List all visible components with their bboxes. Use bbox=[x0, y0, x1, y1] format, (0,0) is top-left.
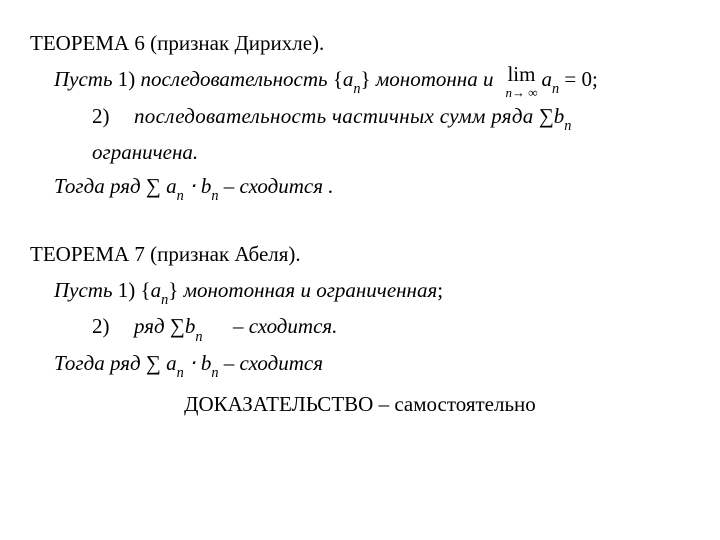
limit-rhs: an = 0; bbox=[542, 64, 598, 99]
theorem7-premise1: Пусть 1) {an} монотонная и ограниченная; bbox=[30, 275, 690, 310]
theorem7-conclusion: Тогда ряд ∑ an ⋅ bn – сходится bbox=[30, 348, 690, 383]
proof-note: ДОКАЗАТЕЛЬСТВО – самостоятельно bbox=[30, 389, 690, 421]
theorem6-title: ТЕОРЕМА 6 (признак Дирихле). bbox=[30, 28, 690, 60]
theorem6-conclusion: Тогда ряд ∑ an ⋅ bn – сходится . bbox=[30, 171, 690, 206]
theorem7-premise2: 2) ряд ∑bn – сходится. bbox=[30, 311, 690, 346]
theorem6-premise2-line2: ограничена. bbox=[30, 137, 690, 169]
theorem7-title: ТЕОРЕМА 7 (признак Абеля). bbox=[30, 239, 690, 271]
limit-expression: lim n→ ∞ bbox=[505, 64, 537, 99]
t6-p1-text: Пусть 1) последовательность {an} монотон… bbox=[54, 64, 493, 99]
theorem6-premise2-line1: 2) последовательность частичных сумм ряд… bbox=[30, 101, 606, 136]
theorem6-premise1: Пусть 1) последовательность {an} монотон… bbox=[30, 64, 690, 99]
